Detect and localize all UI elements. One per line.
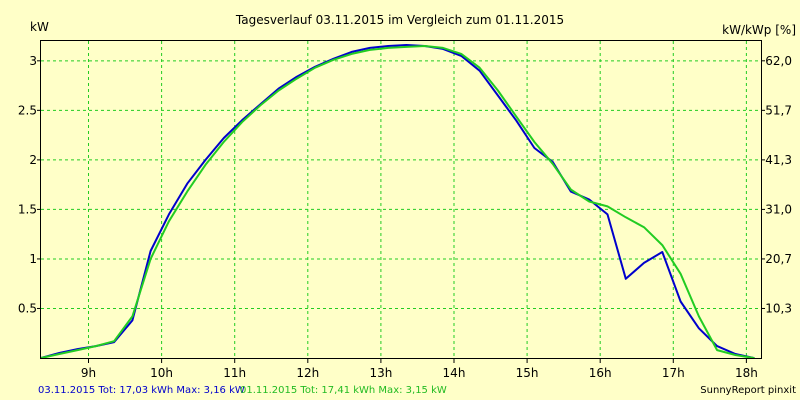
x-tick-label-3: 12h xyxy=(296,366,319,380)
series-line-2 xyxy=(40,45,755,359)
footer-credit: SunnyReport pinxit xyxy=(700,385,796,396)
x-tick-label-7: 16h xyxy=(589,366,612,380)
y-tick-label-left-3: 2 xyxy=(29,153,37,167)
x-tick-label-4: 13h xyxy=(369,366,392,380)
grid xyxy=(41,41,761,358)
chart-title: Tagesverlauf 03.11.2015 im Vergleich zum… xyxy=(235,13,564,27)
y-tick-label-right-1: 20,7 xyxy=(765,252,792,266)
y-tick-label-right-4: 51,7 xyxy=(765,103,792,117)
x-tick-label-1: 10h xyxy=(150,366,173,380)
x-tick-label-8: 17h xyxy=(662,366,685,380)
tick-labels: 9h 10h 11h 12h 13h 14h 15h 16h 17h 18h 0.5 1 1.5 2 2.5… xyxy=(18,54,792,380)
series-lines xyxy=(40,44,755,359)
y-tick-label-right-2: 31,0 xyxy=(765,202,792,216)
y-tick-label-right-0: 10,3 xyxy=(765,301,792,315)
y-tick-label-right-5: 62,0 xyxy=(765,54,792,68)
series-line-1 xyxy=(40,44,755,359)
y-tick-label-left-0: 0.5 xyxy=(18,301,37,315)
footer-series-1-summary: 03.11.2015 Tot: 17,03 kWh Max: 3,16 kW xyxy=(38,385,245,396)
x-tick-label-6: 15h xyxy=(516,366,539,380)
y-tick-label-left-4: 2.5 xyxy=(18,103,37,117)
x-tick-label-5: 14h xyxy=(443,366,466,380)
y-axis-unit-left: kW xyxy=(30,20,49,34)
y-tick-label-left-2: 1.5 xyxy=(18,202,37,216)
x-tick-label-9: 18h xyxy=(735,366,758,380)
x-tick-label-2: 11h xyxy=(223,366,246,380)
y-tick-label-left-1: 1 xyxy=(29,252,37,266)
y-tick-label-left-5: 3 xyxy=(29,54,37,68)
plot-frame xyxy=(40,40,762,359)
x-tick-label-0: 9h xyxy=(81,366,96,380)
y-axis-unit-right: kW/kWp [%] xyxy=(722,23,796,37)
footer-series-2-summary: 01.11.2015 Tot: 17,41 kWh Max: 3,15 kW xyxy=(240,385,447,396)
y-tick-label-right-3: 41,3 xyxy=(765,153,792,167)
